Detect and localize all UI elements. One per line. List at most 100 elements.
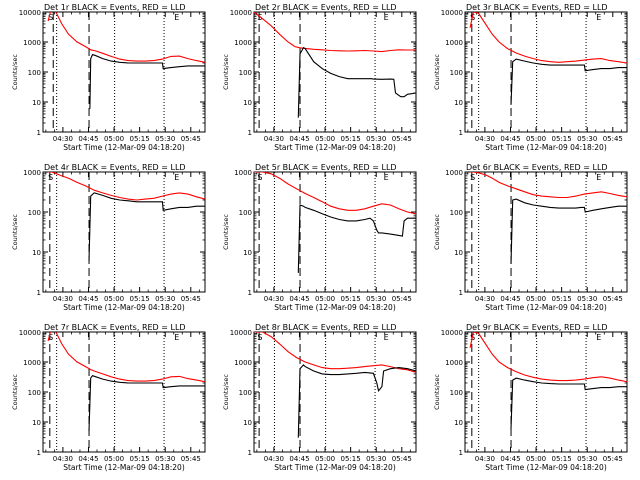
x-tick-label: 05:45 [603,455,623,463]
y-tick-label: 10 [243,419,252,427]
x-tick-label: 05:45 [392,295,412,303]
panel-det-3: Det 3r BLACK = Events, RED = LLD 1 10 100 10… [433,3,628,152]
y-tick-label: 1000 [23,39,41,47]
x-tick-label: 04:45 [289,455,309,463]
end-marker-label: E [174,333,179,342]
x-tick-label: 05:00 [526,455,546,463]
lld-series-line [469,332,627,383]
events-series-line [510,377,627,429]
x-tick-label: 05:00 [315,135,335,143]
plot-frame [42,331,206,453]
series-group [254,172,416,273]
series-group [469,332,627,429]
x-tick-label: 05:45 [392,455,412,463]
lld-series-line [47,332,205,383]
panel-det-5: Det 5r BLACK = Events, RED = LLD 1 10 100 10… [222,163,417,312]
panel-title: Det 9r BLACK = Events, RED = LLD [466,323,608,332]
y-axis-label: Counts/sec [222,54,230,90]
y-tick-label: 100 [450,209,463,217]
panel-det-8: Det 8r BLACK = Events, RED = LLD 1 10 100 10… [222,323,417,472]
panel-title: Det 2r BLACK = Events, RED = LLD [255,3,397,12]
x-tick-label: 05:00 [104,455,124,463]
y-tick-label: 1 [459,289,463,297]
y-tick-label: 1 [248,129,252,137]
y-tick-label: 1000 [234,359,252,367]
x-tick-label: 04:30 [475,295,495,303]
x-tick-label: 04:45 [78,455,98,463]
y-tick-label: 10000 [19,9,41,17]
y-tick-label: 10 [454,249,463,257]
x-tick-label: 04:45 [500,295,520,303]
series-group [470,172,627,265]
x-tick-label: 04:45 [289,135,309,143]
x-tick-label: 04:30 [264,295,284,303]
x-tick-label: 05:15 [130,455,150,463]
panel-title: Det 4r BLACK = Events, RED = LLD [44,163,186,172]
events-series-line [297,46,416,118]
y-tick-label: 1000 [445,359,463,367]
events-series-line [510,198,627,265]
x-tick-label: 05:00 [104,295,124,303]
end-marker-label: E [596,173,601,182]
plot-frame [253,171,417,293]
series-group [254,12,416,118]
x-tick-label: 05:45 [181,295,201,303]
x-tick-label: 04:45 [78,295,98,303]
x-tick-label: 05:30 [155,295,175,303]
y-axis-label: Counts/sec [433,374,441,410]
panel-det-6: Det 6r BLACK = Events, RED = LLD 1 10 100 10… [433,163,628,312]
start-marker-label: S [48,13,53,22]
x-tick-label: 05:30 [366,455,386,463]
y-tick-label: 1 [459,129,463,137]
start-marker-label: S [257,333,262,342]
events-series-line [88,375,205,432]
x-axis-label: Start Time (12-Mar-09 04:18:20) [485,303,607,312]
x-tick-label: 04:30 [264,455,284,463]
x-axis-label: Start Time (12-Mar-09 04:18:20) [274,463,396,472]
x-tick-label: 05:15 [341,135,361,143]
lld-series-line [469,12,627,64]
y-tick-label: 1 [459,449,463,457]
y-tick-label: 100 [239,69,252,77]
y-tick-label: 10000 [19,329,41,337]
x-tick-label: 05:15 [341,455,361,463]
end-marker-label: E [384,13,389,22]
x-tick-label: 04:45 [500,455,520,463]
x-tick-label: 05:45 [181,135,201,143]
x-axis-label: Start Time (12-Mar-09 04:18:20) [274,143,396,152]
panel-title: Det 3r BLACK = Events, RED = LLD [466,3,608,12]
y-tick-label: 100 [28,389,41,397]
y-tick-label: 100 [28,209,41,217]
events-series-line [89,53,205,109]
y-tick-label: 1 [37,289,41,297]
x-tick-label: 05:45 [603,295,623,303]
x-tick-label: 05:00 [315,295,335,303]
x-tick-label: 05:45 [181,455,201,463]
panel-title: Det 8r BLACK = Events, RED = LLD [255,323,397,332]
y-tick-label: 100 [450,389,463,397]
panel-det-4: Det 4r BLACK = Events, RED = LLD 1 10 100 10… [11,163,206,312]
y-axis-label: Counts/sec [11,214,19,250]
x-tick-label: 05:15 [341,295,361,303]
x-tick-label: 05:30 [366,135,386,143]
start-marker-label: S [257,13,262,22]
y-tick-label: 10 [32,99,41,107]
panel-title: Det 1r BLACK = Events, RED = LLD [44,3,186,12]
end-marker-label: E [384,333,389,342]
y-axis-label: Counts/sec [222,374,230,410]
y-tick-label: 1000 [23,169,41,177]
end-marker-label: E [384,173,389,182]
y-tick-label: 10000 [230,9,252,17]
x-tick-label: 05:15 [552,455,572,463]
x-tick-label: 05:45 [392,135,412,143]
x-tick-label: 04:30 [53,135,73,143]
x-tick-label: 05:15 [130,295,150,303]
x-tick-label: 05:15 [552,135,572,143]
y-axis-label: Counts/sec [222,214,230,250]
lld-series-line [470,172,627,199]
plot-frame [464,171,628,293]
events-series-line [297,204,416,273]
x-tick-label: 04:45 [289,295,309,303]
lld-series-line [254,12,416,53]
